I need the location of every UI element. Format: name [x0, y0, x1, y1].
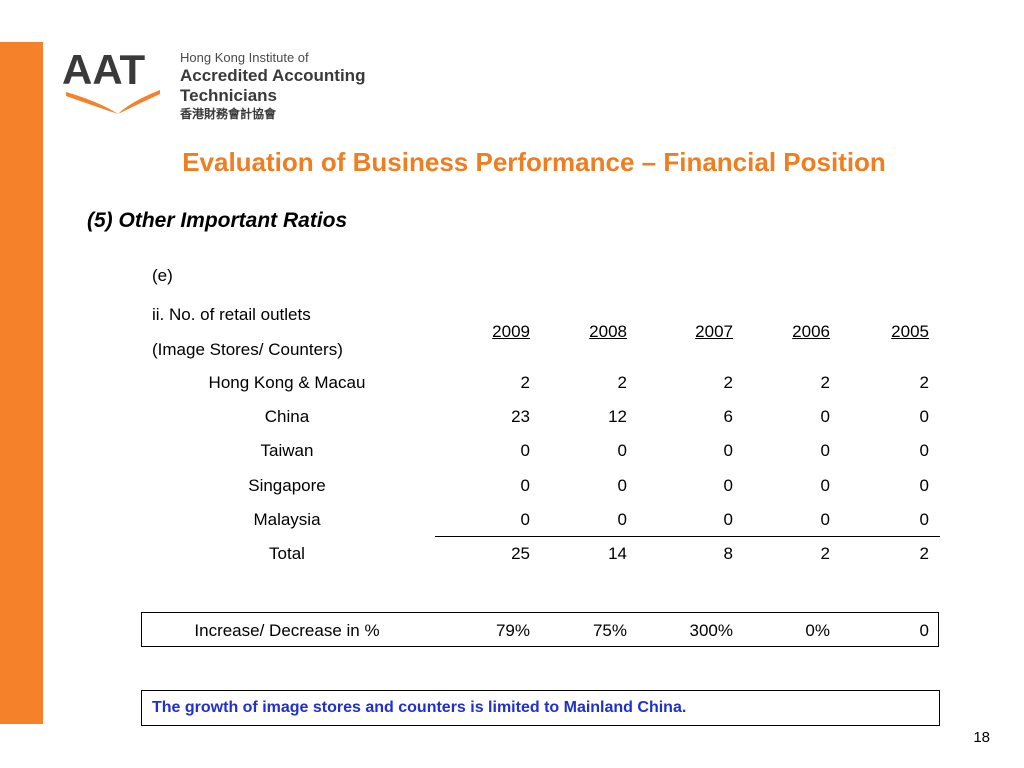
increase-cell: 300%: [689, 621, 733, 640]
table-cell: 0: [520, 510, 530, 529]
logo-mark-text: AAT: [62, 46, 146, 93]
logo-text: Hong Kong Institute of Accredited Accoun…: [180, 50, 460, 122]
year-header-2009: 2009: [492, 322, 530, 341]
logo-line-2: Accredited Accounting Technicians: [180, 66, 366, 105]
increase-decrease-box: [141, 612, 939, 647]
table-cell: 23: [511, 407, 530, 426]
table-cell: 0: [919, 510, 929, 529]
year-header-2008: 2008: [589, 322, 627, 341]
logo-swoosh-left: [66, 92, 118, 114]
row-label-increase-decrease: Increase/ Decrease in %: [194, 621, 380, 640]
total-divider: [435, 536, 940, 537]
table-cell: 0: [617, 476, 627, 495]
table-cell: 0: [520, 441, 530, 460]
table-cell-total: 8: [723, 544, 733, 563]
table-cell: 0: [617, 510, 627, 529]
table-cell-total: 2: [919, 544, 929, 563]
side-accent-bar: [0, 42, 43, 724]
row-label-singapore: Singapore: [248, 476, 326, 495]
table-cell: 2: [723, 373, 733, 392]
table-cell: 2: [617, 373, 627, 392]
row-label-taiwan: Taiwan: [260, 441, 314, 460]
table-cell: 0: [723, 476, 733, 495]
page-number: 18: [973, 729, 990, 746]
table-cell: 2: [520, 373, 530, 392]
table-cell: 2: [820, 373, 830, 392]
table-cell: 2: [919, 373, 929, 392]
logo-swoosh-right: [118, 90, 160, 114]
year-header-2006: 2006: [792, 322, 830, 341]
table-cell: 0: [919, 407, 929, 426]
slide-title: Evaluation of Business Performance – Fin…: [182, 147, 886, 177]
increase-cell: 79%: [495, 621, 530, 640]
table-cell: 0: [919, 476, 929, 495]
section-subtitle: (5) Other Important Ratios: [87, 209, 348, 232]
table-cell: 0: [820, 510, 830, 529]
row-label-china: China: [264, 407, 310, 426]
table-cell: 0: [820, 476, 830, 495]
table-cell: 6: [723, 407, 733, 426]
table-cell: 0: [820, 441, 830, 460]
table-cell: 0: [723, 441, 733, 460]
table-cell-total: 25: [511, 544, 530, 563]
aat-logo-mark: AAT: [62, 46, 160, 114]
table-cell-total: 2: [820, 544, 830, 563]
increase-cell: 0%: [805, 621, 830, 640]
row-label-malaysia: Malaysia: [253, 510, 321, 529]
increase-cell: 75%: [592, 621, 627, 640]
increase-cell: 0: [919, 621, 929, 640]
table-cell: 12: [608, 407, 627, 426]
table-cell: 0: [919, 441, 929, 460]
row-label-hong-kong-macau: Hong Kong & Macau: [208, 373, 366, 392]
row-label-total: Total: [269, 544, 305, 563]
table-cell: 0: [617, 441, 627, 460]
table-header-line-2: (Image Stores/ Counters): [152, 340, 343, 359]
table-cell-total: 14: [608, 544, 627, 563]
logo-line-1: Hong Kong Institute of: [180, 50, 309, 65]
table-cell: 0: [820, 407, 830, 426]
item-label-e: (e): [152, 266, 173, 285]
logo-line-3: 香港財務會計協會: [180, 107, 277, 121]
table-cell: 0: [520, 476, 530, 495]
year-header-2007: 2007: [695, 322, 733, 341]
table-cell: 0: [723, 510, 733, 529]
year-header-2005: 2005: [891, 322, 929, 341]
aat-logo: AAT Hong Kong Institute of Accredited Ac…: [60, 46, 460, 121]
conclusion-note: The growth of image stores and counters …: [141, 690, 940, 726]
table-header-line-1: ii. No. of retail outlets: [152, 305, 311, 324]
